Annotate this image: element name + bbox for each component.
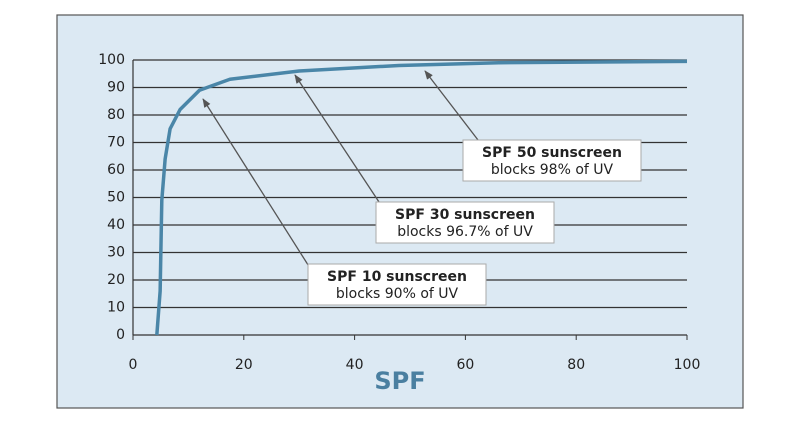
x-axis-label: SPF [374, 367, 425, 395]
annotation-title: SPF 10 sunscreen [327, 269, 467, 285]
y-tick-label: 70 [107, 135, 125, 151]
y-tick-label: 20 [107, 272, 125, 288]
annotation-text: blocks 96.7% of UV [397, 224, 533, 240]
annotation-title: SPF 50 sunscreen [482, 145, 622, 161]
annotation-title: SPF 30 sunscreen [395, 207, 535, 223]
x-tick-label: 100 [674, 357, 701, 373]
y-tick-label: 10 [107, 300, 125, 316]
line-series [155, 59, 688, 336]
annotation-box [462, 139, 642, 182]
y-tick-label: 0 [116, 327, 125, 343]
y-tick-label: 80 [107, 107, 125, 123]
annotation-text: blocks 90% of UV [336, 286, 459, 302]
x-tick-label: 40 [346, 357, 364, 373]
annotation-box [307, 263, 487, 306]
x-tick-label: 80 [567, 357, 585, 373]
annotation-arrow [424, 70, 479, 141]
annotation-arrow [202, 98, 311, 269]
y-tick-label: 90 [107, 80, 125, 96]
x-tick-label: 0 [129, 357, 138, 373]
annotation-box [375, 201, 555, 244]
x-tick-label: 60 [456, 357, 474, 373]
y-tick-label: 100 [98, 52, 125, 68]
y-tick-label: 50 [107, 190, 125, 206]
annotation-arrow [294, 74, 382, 206]
y-tick-label: 30 [107, 245, 125, 261]
y-tick-label: 40 [107, 217, 125, 233]
x-tick-label: 20 [235, 357, 253, 373]
annotation-text: blocks 98% of UV [491, 162, 614, 178]
y-tick-label: 60 [107, 162, 125, 178]
